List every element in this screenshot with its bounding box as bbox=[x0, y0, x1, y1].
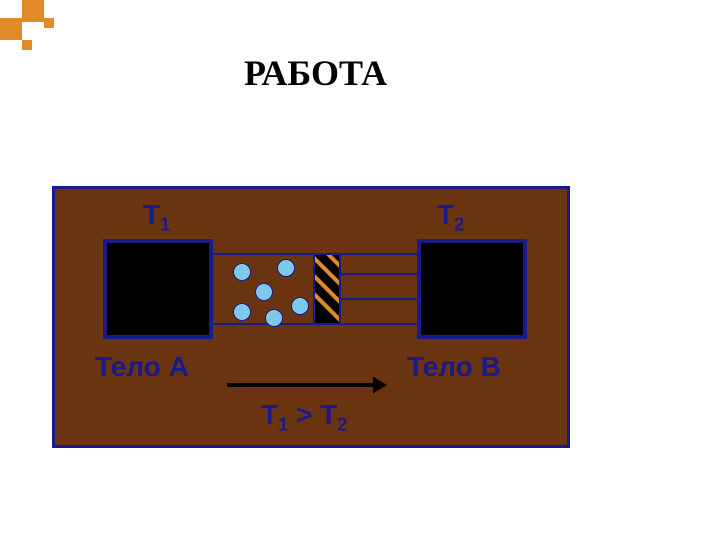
corner-decoration bbox=[0, 0, 70, 75]
temperature-relation: T1 > T2 bbox=[261, 399, 347, 436]
heat-transfer-diagram: T1 Тело А T2 Тело В T1 > T2 bbox=[52, 186, 570, 448]
page-title: РАБОТА bbox=[244, 52, 387, 94]
